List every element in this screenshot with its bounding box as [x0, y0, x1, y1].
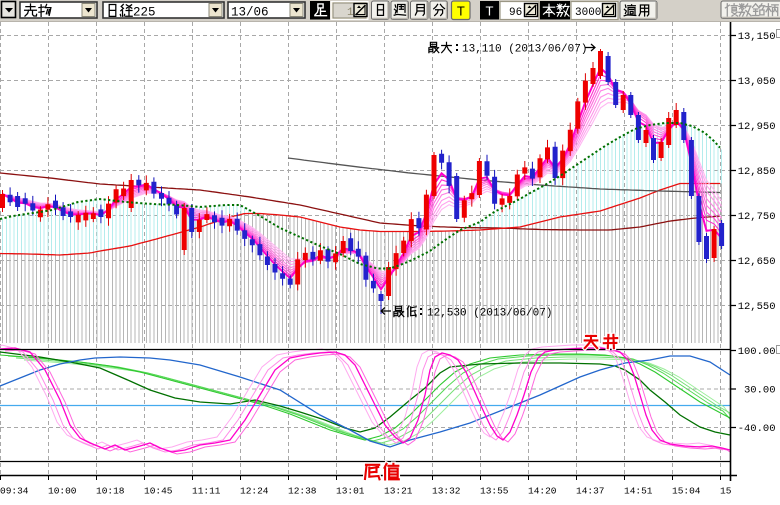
svg-text:13:32: 13:32: [432, 486, 461, 497]
svg-text:12,550: 12,550: [738, 301, 776, 313]
svg-text:10:45: 10:45: [144, 486, 173, 497]
svg-text:13,050: 13,050: [738, 76, 776, 88]
svg-text:3000: 3000: [575, 7, 601, 19]
svg-text:14:37: 14:37: [576, 486, 605, 497]
svg-text:12:38: 12:38: [288, 486, 317, 497]
svg-text:30.00: 30.00: [744, 384, 776, 396]
svg-text:13/06: 13/06: [231, 6, 269, 20]
svg-text:12:24: 12:24: [240, 486, 269, 497]
svg-text:15:04: 15:04: [672, 486, 701, 497]
svg-text:13,150: 13,150: [738, 31, 776, 43]
svg-text:100.00: 100.00: [738, 346, 776, 358]
svg-text:-40.00: -40.00: [738, 423, 776, 435]
svg-text:09:34: 09:34: [0, 486, 29, 497]
svg-text:225: 225: [133, 6, 156, 20]
svg-text:12,530 (2013/06/07): 12,530 (2013/06/07): [427, 308, 552, 320]
svg-text:12,750: 12,750: [738, 211, 776, 223]
svg-text:1: 1: [347, 7, 354, 19]
svg-text:10:18: 10:18: [96, 486, 125, 497]
svg-text:13,110 (2013/06/07): 13,110 (2013/06/07): [462, 44, 587, 56]
svg-text:12,850: 12,850: [738, 166, 776, 178]
svg-text:13:01: 13:01: [336, 486, 365, 497]
svg-text:12,950: 12,950: [738, 121, 776, 133]
svg-text:T: T: [457, 4, 465, 19]
svg-text:15: 15: [720, 486, 732, 497]
svg-text:12,650: 12,650: [738, 256, 776, 268]
svg-text:13:21: 13:21: [384, 486, 413, 497]
svg-text:96: 96: [509, 7, 522, 19]
svg-text:14:51: 14:51: [624, 486, 653, 497]
svg-text:13:55: 13:55: [480, 486, 509, 497]
svg-text:14:20: 14:20: [528, 486, 557, 497]
svg-text:11:11: 11:11: [192, 486, 221, 497]
svg-text:T: T: [486, 4, 494, 19]
svg-text:10:00: 10:00: [48, 486, 77, 497]
